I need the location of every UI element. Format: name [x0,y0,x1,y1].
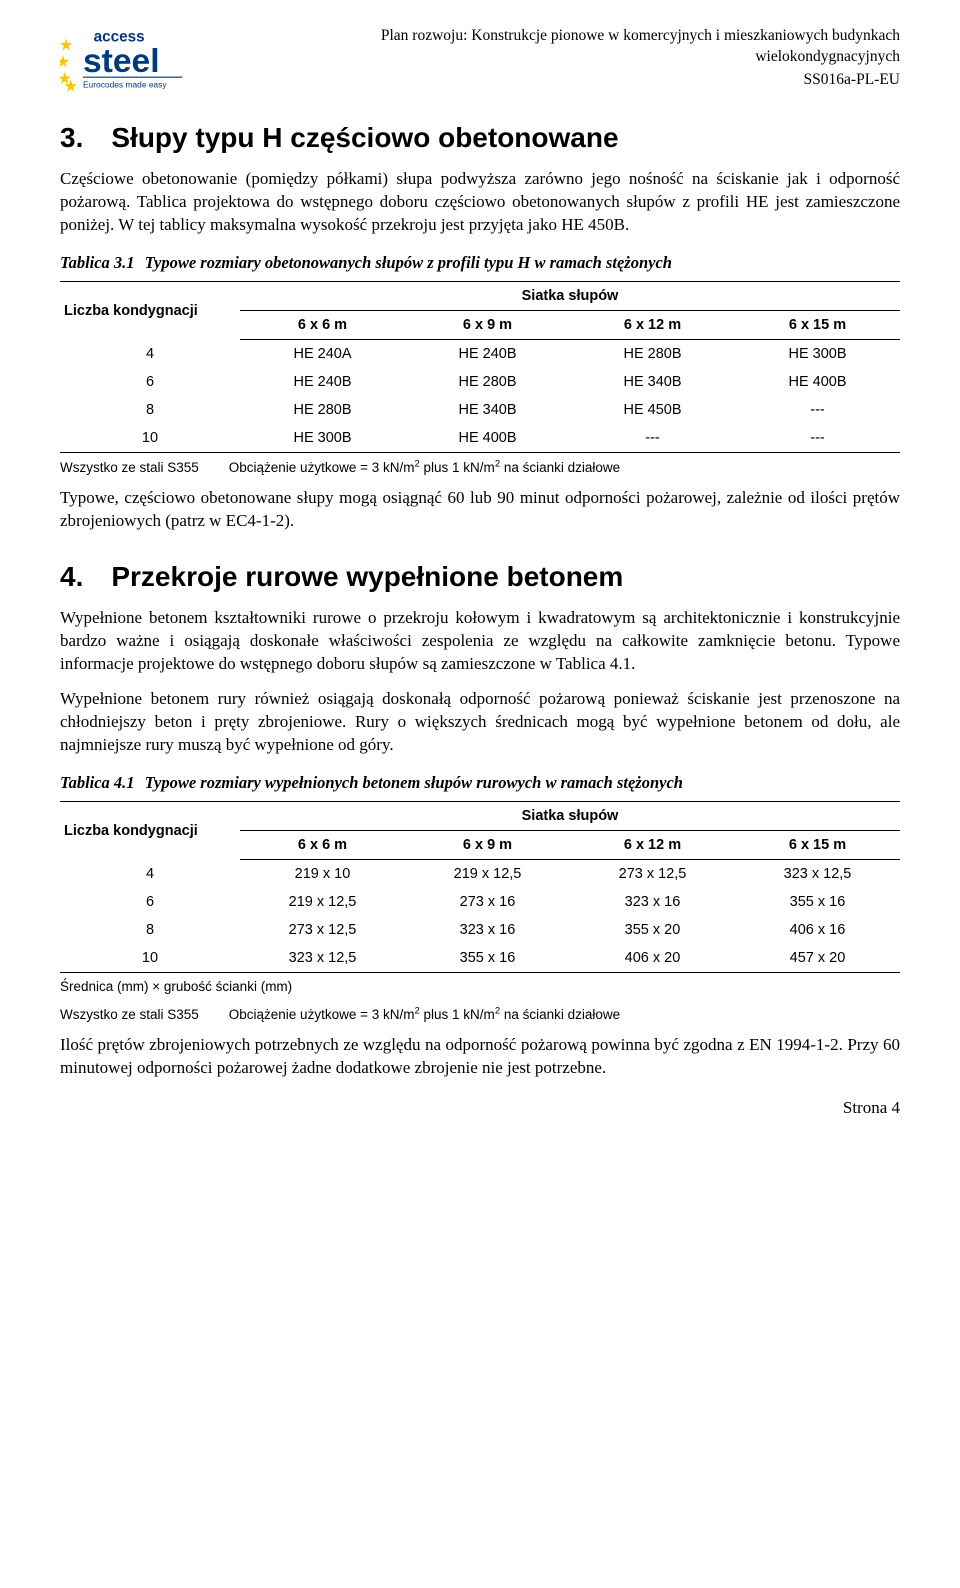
table41-row-header: Liczba kondygnacji [60,801,240,859]
logo-main-text: steel [83,43,160,80]
logo: access steel Eurocodes made easy [60,24,190,94]
table41-footnote2: Wszystko ze stali S355 Obciążenie użytko… [60,1006,900,1023]
table41-r2-c0: 273 x 12,5 [240,916,405,944]
table31-r1-c1: HE 280B [405,368,570,396]
table31-r0-label: 4 [60,339,240,368]
logo-tagline: Eurocodes made easy [83,79,167,89]
section4-title: Przekroje rurowe wypełnione betonem [111,561,623,593]
table-row: 8 273 x 12,5 323 x 16 355 x 20 406 x 16 [60,916,900,944]
section3-p1: Częściowe obetonowanie (pomiędzy półkami… [60,168,900,237]
table31-r0-c0: HE 240A [240,339,405,368]
table41: Liczba kondygnacji Siatka słupów 6 x 6 m… [60,801,900,973]
table41-r0-label: 4 [60,859,240,888]
section4-number: 4. [60,561,83,593]
table-row: 4 HE 240A HE 240B HE 280B HE 300B [60,339,900,368]
table41-caption-label: Tablica 4.1 [60,773,135,793]
table41-r1-c2: 323 x 16 [570,888,735,916]
table31-r1-c2: HE 340B [570,368,735,396]
table31-r0-c1: HE 240B [405,339,570,368]
table41-r1-c0: 219 x 12,5 [240,888,405,916]
section4-p2: Wypełnione betonem rury również osiągają… [60,688,900,757]
table41-r2-label: 8 [60,916,240,944]
header-title-line1: Plan rozwoju: Konstrukcje pionowe w kome… [202,26,900,47]
section3-p2: Typowe, częściowo obetonowane słupy mogą… [60,487,900,533]
table-row: 6 219 x 12,5 273 x 16 323 x 16 355 x 16 [60,888,900,916]
table41-r2-c1: 323 x 16 [405,916,570,944]
table41-r2-c3: 406 x 16 [735,916,900,944]
table31-grid-header: Siatka słupów [240,281,900,310]
table41-caption-title: Typowe rozmiary wypełnionych betonem słu… [145,773,683,793]
table41-r0-c1: 219 x 12,5 [405,859,570,888]
table41-r3-c1: 355 x 16 [405,944,570,973]
table41-col-1: 6 x 9 m [405,830,570,859]
table31-caption-label: Tablica 3.1 [60,253,135,273]
header-text: Plan rozwoju: Konstrukcje pionowe w kome… [202,24,900,91]
table-row: 8 HE 280B HE 340B HE 450B --- [60,396,900,424]
section3-number: 3. [60,122,83,154]
table31-col-1: 6 x 9 m [405,310,570,339]
table41-r2-c2: 355 x 20 [570,916,735,944]
table31-r3-c0: HE 300B [240,424,405,453]
table31-r2-c2: HE 450B [570,396,735,424]
table31-footnote-text: Obciążenie użytkowe = 3 kN/m2 plus 1 kN/… [229,460,620,475]
section3-title: Słupy typu H częściowo obetonowane [111,122,618,154]
table41-r1-c1: 273 x 16 [405,888,570,916]
table41-r0-c2: 273 x 12,5 [570,859,735,888]
table41-r1-c3: 355 x 16 [735,888,900,916]
table31-r1-c3: HE 400B [735,368,900,396]
table41-r3-c3: 457 x 20 [735,944,900,973]
table31-col-3: 6 x 15 m [735,310,900,339]
table-row: 6 HE 240B HE 280B HE 340B HE 400B [60,368,900,396]
table-row: 10 HE 300B HE 400B --- --- [60,424,900,453]
table31-caption: Tablica 3.1 Typowe rozmiary obetonowanyc… [60,253,900,273]
header-doc-code: SS016a-PL-EU [202,70,900,91]
table31: Liczba kondygnacji Siatka słupów 6 x 6 m… [60,281,900,453]
table31-row-header: Liczba kondygnacji [60,281,240,339]
table31-r2-c0: HE 280B [240,396,405,424]
table31-r2-label: 8 [60,396,240,424]
table31-r2-c3: --- [735,396,900,424]
table41-footnote1: Średnica (mm) × grubość ścianki (mm) [60,979,900,994]
table31-footnote-label: Wszystko ze stali S355 [60,460,225,475]
table31-col-0: 6 x 6 m [240,310,405,339]
table41-r1-label: 6 [60,888,240,916]
section3-heading: 3. Słupy typu H częściowo obetonowane [60,122,900,154]
table31-r2-c1: HE 340B [405,396,570,424]
table41-col-2: 6 x 12 m [570,830,735,859]
table-row: 4 219 x 10 219 x 12,5 273 x 12,5 323 x 1… [60,859,900,888]
table31-r0-c3: HE 300B [735,339,900,368]
table31-r3-c2: --- [570,424,735,453]
table41-r0-c0: 219 x 10 [240,859,405,888]
section4-heading: 4. Przekroje rurowe wypełnione betonem [60,561,900,593]
table41-grid-header: Siatka słupów [240,801,900,830]
section4-p3: Ilość prętów zbrojeniowych potrzebnych z… [60,1034,900,1080]
access-steel-logo-icon: access steel Eurocodes made easy [60,24,190,94]
table31-caption-title: Typowe rozmiary obetonowanych słupów z p… [145,253,672,273]
table31-r0-c2: HE 280B [570,339,735,368]
section4-p1: Wypełnione betonem kształtowniki rurowe … [60,607,900,676]
table41-col-0: 6 x 6 m [240,830,405,859]
table41-r0-c3: 323 x 12,5 [735,859,900,888]
page-number: Strona 4 [60,1098,900,1118]
page-header: access steel Eurocodes made easy Plan ro… [60,24,900,94]
table31-footnote: Wszystko ze stali S355 Obciążenie użytko… [60,459,900,476]
table41-r3-c0: 323 x 12,5 [240,944,405,973]
table41-r3-c2: 406 x 20 [570,944,735,973]
table41-col-3: 6 x 15 m [735,830,900,859]
table31-r1-label: 6 [60,368,240,396]
table31-col-2: 6 x 12 m [570,310,735,339]
table31-r3-c1: HE 400B [405,424,570,453]
table-row: 10 323 x 12,5 355 x 16 406 x 20 457 x 20 [60,944,900,973]
table41-caption: Tablica 4.1 Typowe rozmiary wypełnionych… [60,773,900,793]
table31-r3-c3: --- [735,424,900,453]
table41-footnote-text: Obciążenie użytkowe = 3 kN/m2 plus 1 kN/… [229,1007,620,1022]
table41-footnote-label: Wszystko ze stali S355 [60,1007,225,1022]
table41-r3-label: 10 [60,944,240,973]
header-title-line2: wielokondygnacyjnych [202,47,900,68]
table31-r1-c0: HE 240B [240,368,405,396]
table31-r3-label: 10 [60,424,240,453]
